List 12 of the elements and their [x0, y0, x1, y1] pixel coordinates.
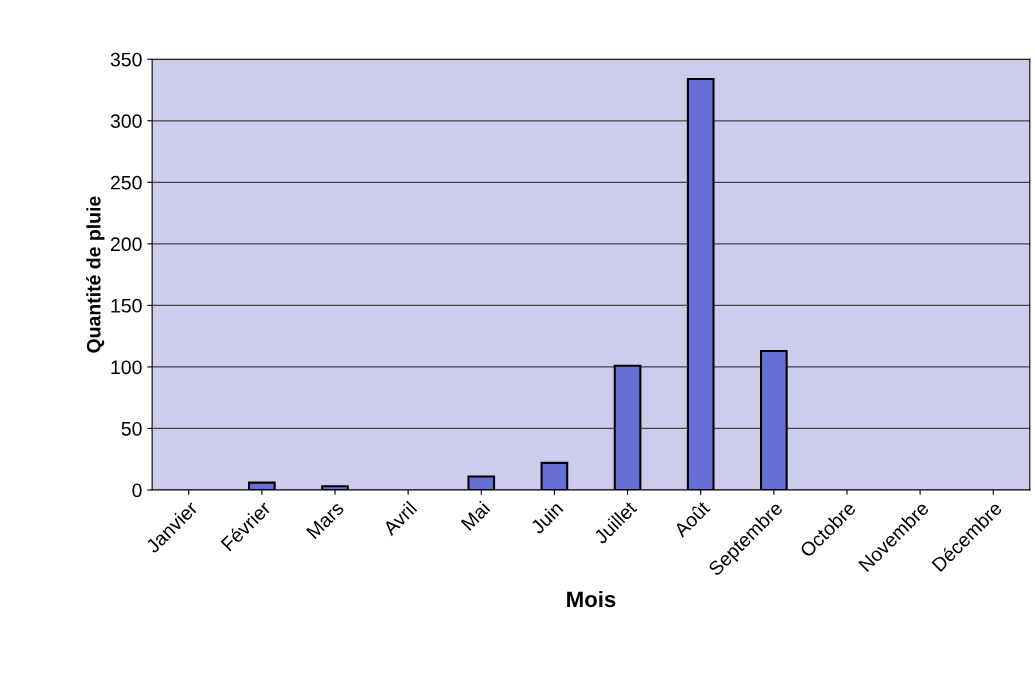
x-tick-label: Mai	[460, 500, 491, 531]
x-tick-label: Juin	[529, 500, 564, 535]
y-tick-label: 300	[110, 114, 142, 129]
y-tick-label: 200	[110, 237, 142, 252]
y-tick-label: 350	[110, 52, 142, 67]
y-tick-label: 250	[110, 175, 142, 190]
x-axis-title: Mois	[567, 590, 616, 608]
y-axis-title: Quantité de pluie	[86, 196, 105, 353]
y-tick-label: 50	[121, 421, 142, 436]
y-tick-label: 0	[132, 483, 142, 498]
y-tick-label: 150	[111, 298, 142, 313]
y-tick-label: 100	[111, 360, 142, 375]
